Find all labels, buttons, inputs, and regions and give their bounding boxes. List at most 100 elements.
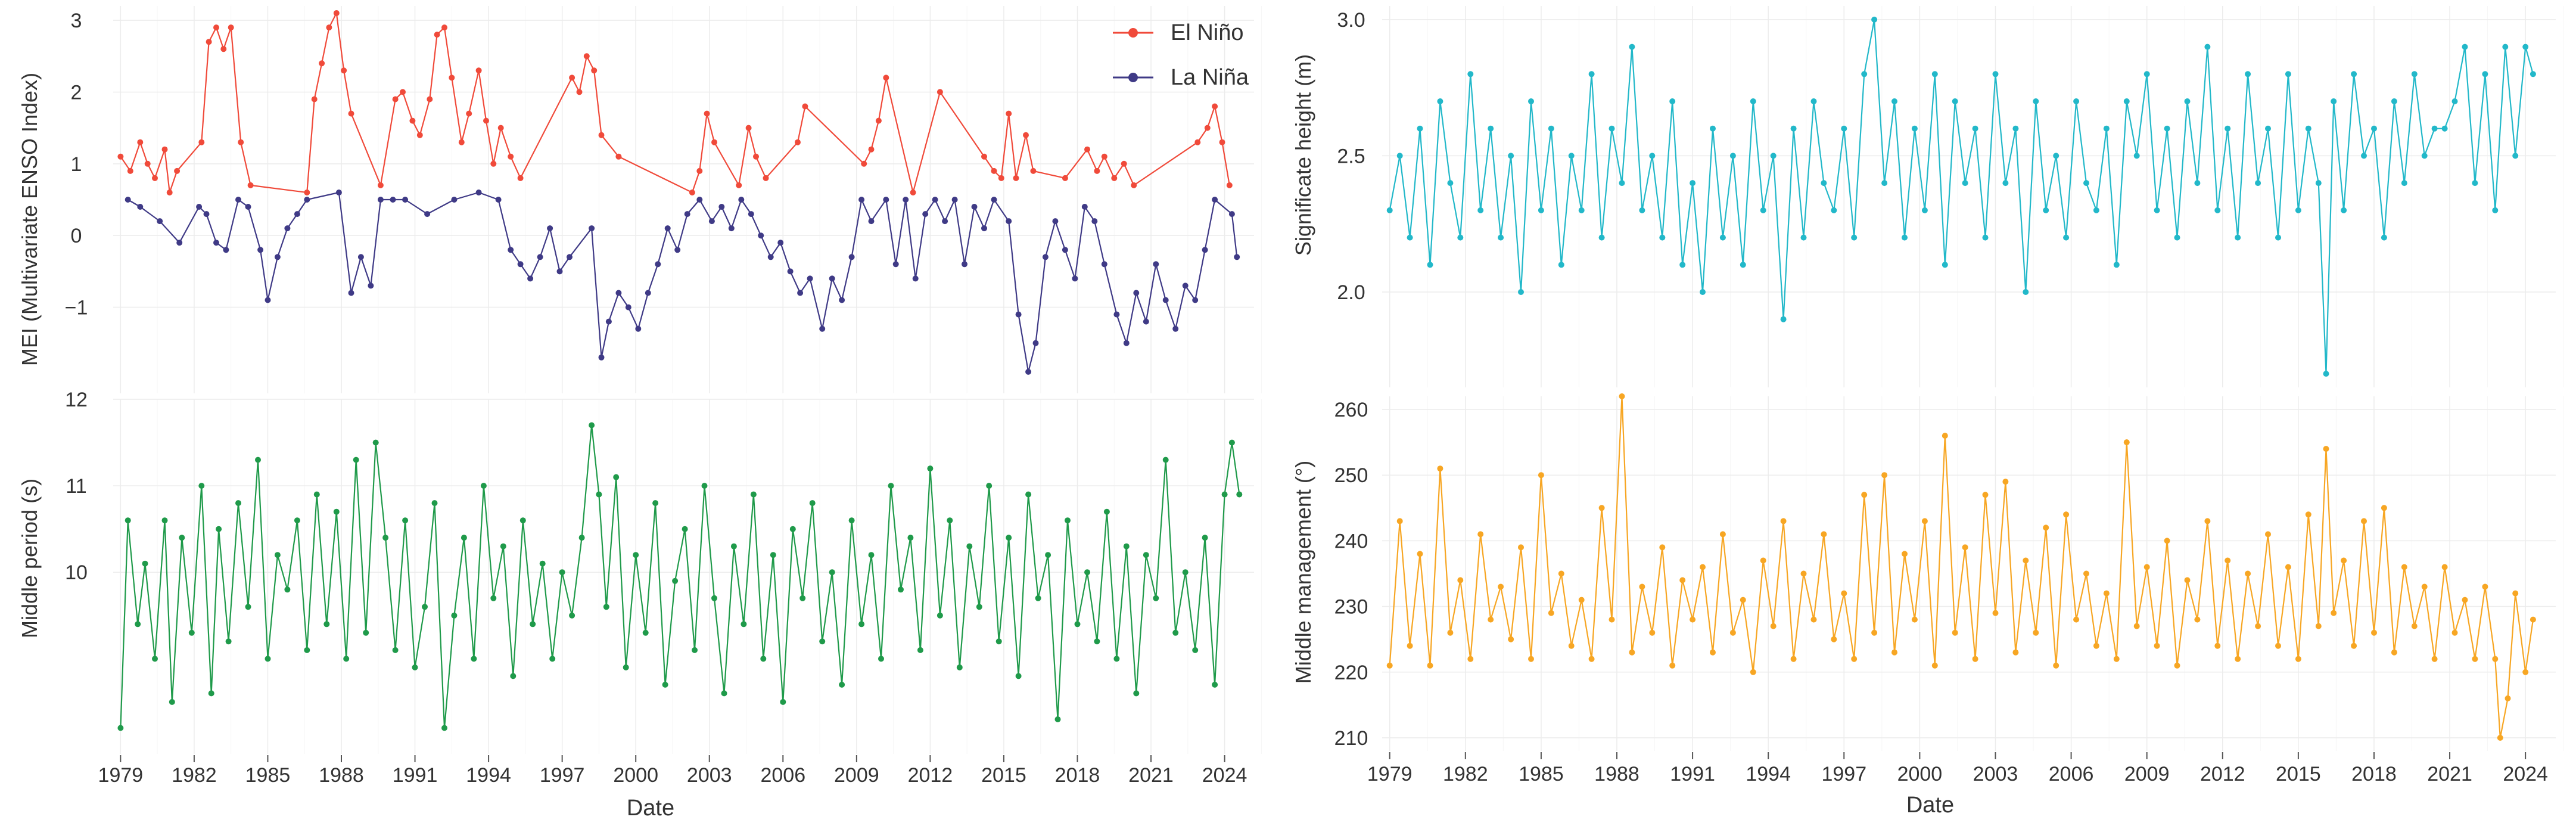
direction-data-point [1488,616,1494,623]
mei-data-point [635,325,642,332]
height-data-point [1790,125,1797,132]
mei-data-point [696,167,703,174]
height-data-point [1528,98,1534,104]
direction-data-point [1669,662,1676,669]
direction-data-point [2431,656,2438,662]
mei-data-point [1025,368,1032,375]
period-data-point [603,604,609,610]
mei-data-point [157,218,163,225]
direction-data-point [1911,616,1918,623]
period-data-point [829,569,835,576]
mei-data-point [1042,254,1049,260]
period-data-point [976,604,982,610]
period-data-point [662,681,668,688]
direction-data-point [1477,531,1484,538]
height-grid [1382,6,2564,387]
height-series-line [1389,18,2534,375]
height-data-point [1710,125,1716,132]
height-data-point [1891,98,1897,104]
period-data-point [245,604,251,610]
direction-x-tick-label: 2015 [2276,763,2321,785]
direction-data-point [1881,472,1888,479]
direction-data-point [2012,649,2019,656]
period-data-point [1182,569,1189,576]
direction-data-point [2174,662,2180,669]
height-y-tick-label: 2.0 [1337,281,1365,304]
mei-data-point [696,197,703,203]
height-y-tick-label: 2.5 [1337,145,1365,167]
mei-data-point [763,175,769,181]
mei-data-point [294,211,300,218]
legend-el-nino-marker [1128,28,1138,38]
direction-data-point [2225,557,2231,564]
height-data-point [2305,125,2311,132]
period-data-point [559,569,565,576]
direction-data-point [1548,610,1554,616]
mei-data-point [777,240,784,246]
direction-data-point [2315,623,2322,629]
mei-data-point [497,125,504,131]
period-x-tick-label: 2015 [981,764,1026,787]
direction-data-point [1457,577,1464,583]
height-data-point [1911,125,1918,132]
mei-data-point [605,318,612,325]
direction-data-point [2295,656,2301,662]
direction-data-point [1386,662,1393,669]
period-data-point [589,422,595,428]
mei-data-point [738,197,745,203]
period-data-point [642,629,649,636]
height-data-point [2361,153,2367,159]
mei-data-point [718,204,725,210]
period-data-point [161,517,168,524]
mei-data-point [527,275,534,282]
mei-data-point [962,261,967,268]
mei-data-point [166,190,173,195]
height-data-point [2225,125,2231,132]
height-data-point [2174,234,2180,241]
direction-grid [1382,396,2564,751]
direction-data-point [1921,518,1928,524]
mei-data-point [1062,247,1068,253]
mei-data-point [1133,290,1140,296]
period-data-point [770,552,776,558]
height-data-point [2530,71,2536,77]
direction-series-line [1389,395,2534,739]
mei-data-point [998,175,1004,181]
height-data-point [2143,71,2150,77]
period-data-point [125,517,131,524]
mei-data-point [728,225,735,232]
period-data-point [1084,569,1090,576]
mei-data-point [910,190,916,195]
height-data-point [1619,180,1625,187]
mei-data-point [137,204,144,210]
mei-data-point [368,282,374,289]
mei-data-point [490,160,497,167]
period-data-point [208,690,214,697]
period-data-point [672,577,679,584]
mei-data-point [981,153,987,160]
period-data-point [363,629,369,636]
mei-data-point [245,204,251,210]
period-data-point [152,656,158,662]
period-x-tick-label: 1988 [319,764,364,787]
height-series-0 [1386,16,2536,377]
period-data-point [255,457,261,463]
direction-data-point [1780,518,1787,524]
mei-data-point [689,190,695,195]
period-data-point [353,457,359,463]
height-data-point [2421,153,2428,159]
period-data-point [1228,439,1235,446]
direction-data-point [2053,662,2059,669]
direction-data-point [1649,629,1656,636]
direction-data-point [2083,570,2089,577]
period-data-point [730,543,737,549]
period-data-point [750,491,757,498]
height-data-point [2451,98,2458,104]
direction-data-point [2245,570,2251,577]
period-data-point [539,560,546,567]
direction-data-point [2194,616,2201,623]
period-data-point [1212,681,1218,688]
period-data-point [721,690,727,697]
period-x-tick-label: 2006 [760,764,805,787]
direction-data-point [2093,642,2099,649]
